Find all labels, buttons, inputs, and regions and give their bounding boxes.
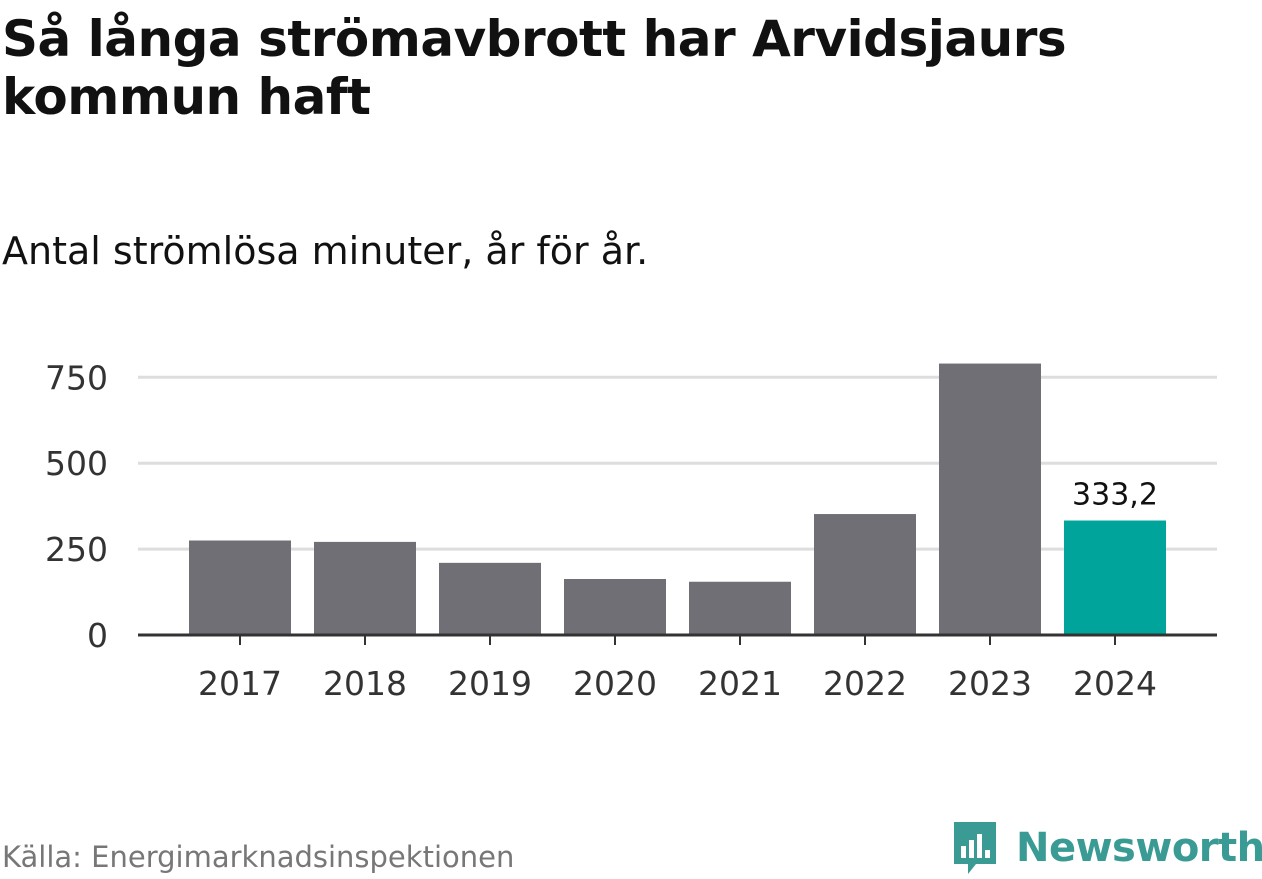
x-tick-label-2022: 2022	[823, 664, 907, 703]
bar-2022	[814, 514, 916, 635]
y-axis-ticks: 0 250 500 750	[45, 358, 108, 655]
x-tick-label-2024: 2024	[1073, 664, 1157, 703]
y-tick-label-750: 750	[45, 358, 108, 397]
bar-2019	[439, 562, 541, 635]
grid-lines	[138, 375, 1217, 551]
source-note: Källa: Energimarknadsinspektionen	[2, 840, 515, 874]
bars	[189, 363, 1166, 635]
x-axis-ticks: 2017 2018 2019 2020 2021 2022 2023 2024	[198, 635, 1157, 703]
brand-name: Newsworthy	[1016, 825, 1262, 871]
y-tick-label-250: 250	[45, 530, 108, 569]
newsworthy-logo-icon	[954, 822, 996, 874]
x-tick-label-2021: 2021	[698, 664, 782, 703]
brand-logo: Newsworthy	[950, 818, 1262, 878]
bar-2021	[689, 581, 791, 635]
bar-2017	[189, 540, 291, 635]
x-tick-label-2019: 2019	[448, 664, 532, 703]
bar-2024	[1064, 520, 1166, 635]
x-tick-label-2017: 2017	[198, 664, 282, 703]
x-tick-label-2018: 2018	[323, 664, 407, 703]
y-tick-label-0: 0	[87, 616, 108, 655]
bar-2018	[314, 541, 416, 635]
bar-2023	[939, 363, 1041, 635]
x-tick-label-2020: 2020	[573, 664, 657, 703]
chart-subtitle: Antal strömlösa minuter, år för år.	[2, 229, 649, 273]
y-tick-label-500: 500	[45, 444, 108, 483]
data-labels: 333,2	[1072, 478, 1158, 513]
bar-chart: 0 250 500 750 333,2 2017 2018 2019 2020 2021 202…	[45, 358, 1217, 703]
bar-2020	[564, 578, 666, 635]
chart-title: Så långa strömavbrott har Arvidsjaurs ko…	[2, 10, 1067, 126]
data-label-2024: 333,2	[1072, 478, 1158, 513]
x-tick-label-2023: 2023	[948, 664, 1032, 703]
